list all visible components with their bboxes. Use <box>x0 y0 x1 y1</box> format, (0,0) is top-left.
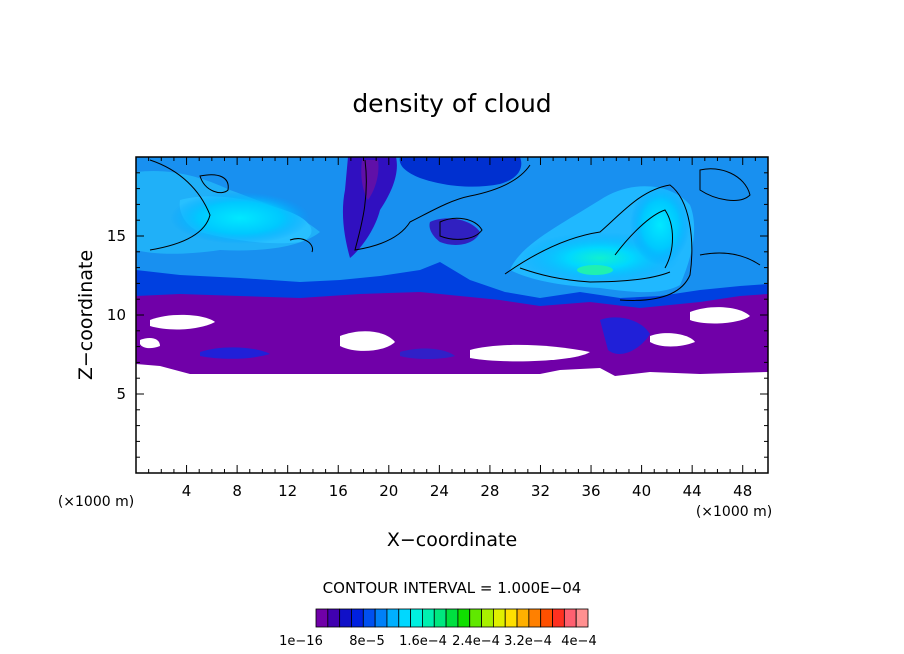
x-tick-label: 44 <box>683 482 702 500</box>
clear-hole-6 <box>650 333 695 347</box>
plot-area <box>136 157 768 376</box>
colorbar-swatch <box>362 608 376 628</box>
dark-plume <box>342 157 397 258</box>
chart-title: density of cloud <box>352 89 551 118</box>
colorbar-swatch <box>422 608 435 628</box>
colorbar-swatch <box>504 608 518 628</box>
y-tick-label: 10 <box>107 306 126 324</box>
colorbar-swatch <box>315 608 329 628</box>
colorbar-swatch <box>492 608 506 628</box>
contour-interval-label: CONTOUR INTERVAL = 1.000E−04 <box>323 579 582 597</box>
clear-hole-1 <box>150 314 215 330</box>
colorbar-swatch <box>445 608 459 628</box>
x-tick-label: 12 <box>278 482 297 500</box>
x-tick-label: 48 <box>733 482 752 500</box>
contour-line <box>519 267 671 283</box>
colorbar-tick-label: 8e−5 <box>349 634 384 649</box>
blue-streak-2 <box>600 317 650 355</box>
colorbar-swatch <box>575 608 589 628</box>
clear-hole-3 <box>470 344 590 362</box>
colorbar-swatch <box>386 608 400 628</box>
colorbar-tick-label: 4e−4 <box>561 634 596 649</box>
colorbar-swatch <box>540 608 553 628</box>
x-tick-label: 32 <box>531 482 550 500</box>
clear-hole-4 <box>690 307 750 324</box>
colorbar-swatch <box>433 608 447 628</box>
y-tick-label: 15 <box>107 227 126 245</box>
contour-line <box>504 184 693 301</box>
x-tick-label: 8 <box>232 482 242 500</box>
colorbar-swatch <box>481 608 494 628</box>
cyan-blob-c <box>630 185 690 265</box>
colorbar-swatch <box>552 608 565 628</box>
x-tick-label: 24 <box>430 482 449 500</box>
x-tick-label: 16 <box>329 482 348 500</box>
x-tick-label: 40 <box>632 482 651 500</box>
x-tick-label: 20 <box>379 482 398 500</box>
x-unit-label-left: (×1000 m) <box>58 494 134 510</box>
blue-streak-1 <box>200 347 270 359</box>
x-axis-label: X−coordinate <box>387 529 517 551</box>
colorbar-tick-label: 3.2e−4 <box>504 634 552 649</box>
colorbar-swatch <box>469 608 482 628</box>
contour-lines <box>149 159 761 301</box>
colorbar-swatch <box>457 608 471 628</box>
colorbar-swatch <box>410 608 423 628</box>
x-tick-label: 4 <box>182 482 192 500</box>
clear-hole-2 <box>340 331 395 351</box>
contour-line <box>614 209 673 269</box>
contour-line <box>289 238 314 253</box>
x-unit-label-right: (×1000 m) <box>696 504 772 520</box>
x-tick-label: 36 <box>581 482 600 500</box>
colorbar-swatch <box>374 608 388 628</box>
contour-line <box>199 174 229 194</box>
x-tick-label: 28 <box>480 482 499 500</box>
colorbar-tick-label: 1e−16 <box>279 634 323 649</box>
contour-line <box>439 217 483 240</box>
y-tick-label: 5 <box>116 385 126 403</box>
colorbar-swatch <box>516 608 530 628</box>
clear-hole-5 <box>140 338 160 349</box>
colorbar <box>315 608 589 628</box>
low-cloud-layer <box>136 292 768 376</box>
colorbar-tick-label: 2.4e−4 <box>452 634 500 649</box>
contour-line <box>149 159 211 251</box>
dark-band-top <box>399 157 522 187</box>
contour-line <box>699 168 751 201</box>
colorbar-tick-label: 1.6e−4 <box>399 634 447 649</box>
colorbar-swatch <box>351 608 364 628</box>
cyan-blob-a <box>170 192 310 244</box>
colorbar-swatch <box>398 608 412 628</box>
dark-blue-band <box>136 262 768 314</box>
colorbar-swatch <box>339 608 352 628</box>
y-axis: 5 10 15 <box>107 172 768 458</box>
colorbar-swatch <box>327 608 341 628</box>
x-axis: 4 8 12 16 20 24 28 32 36 40 44 48 <box>148 157 756 500</box>
colorbar-swatch <box>528 608 542 628</box>
y-axis-label: Z−coordinate <box>75 250 97 380</box>
blue-streak-3 <box>400 348 455 359</box>
colorbar-swatch <box>563 608 577 628</box>
contour-line <box>354 159 531 251</box>
green-core <box>577 265 613 275</box>
colorbar-labels: 1e−16 8e−5 1.6e−4 2.4e−4 3.2e−4 4e−4 <box>279 634 597 649</box>
contour-line <box>699 252 761 266</box>
